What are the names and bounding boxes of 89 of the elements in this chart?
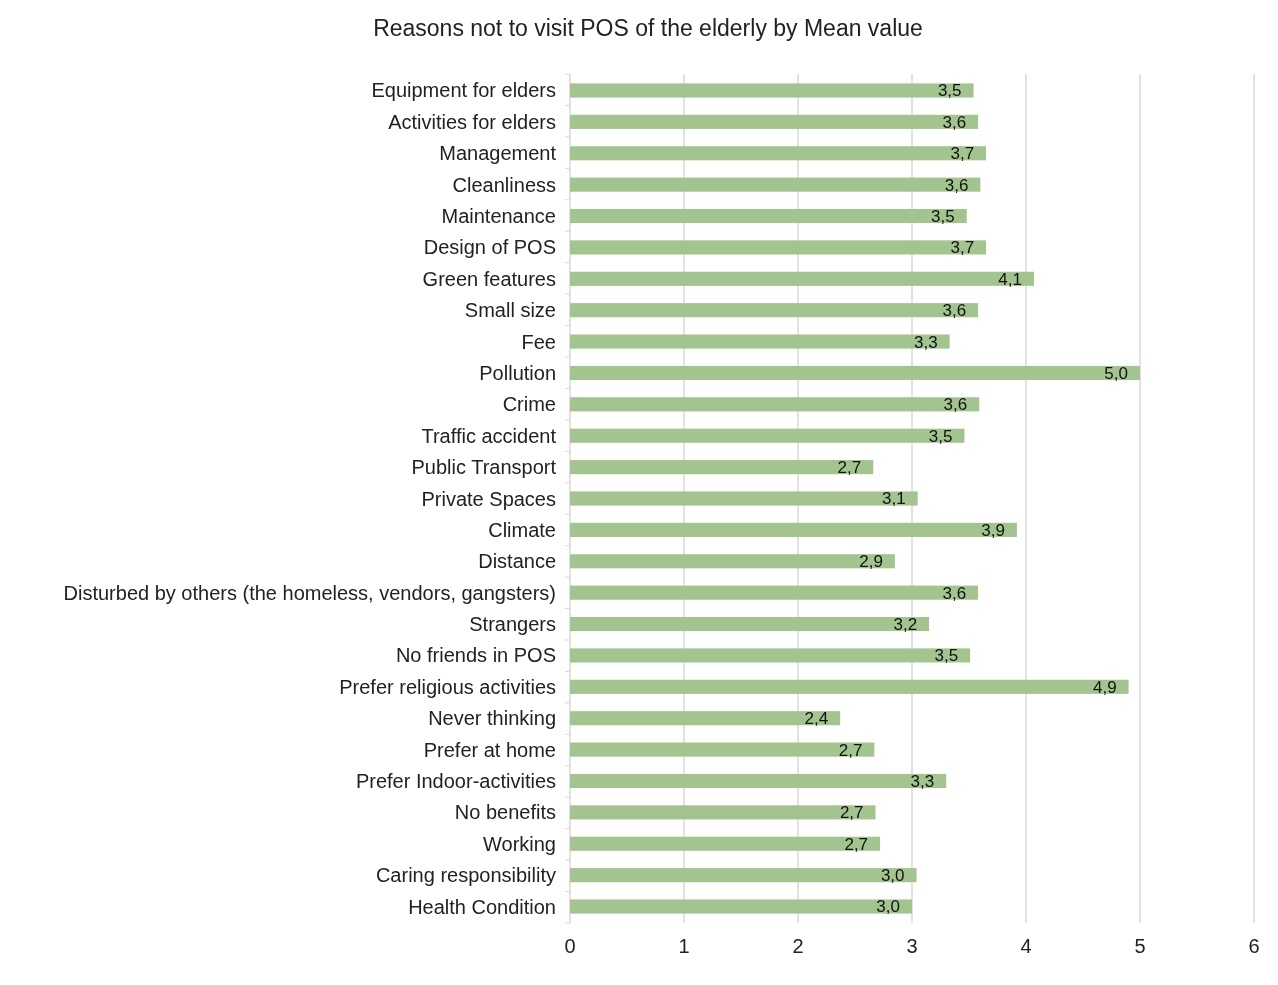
bar xyxy=(570,585,979,600)
y-tick-label: Prefer at home xyxy=(423,738,556,761)
y-tick-label: Fee xyxy=(521,330,556,353)
chart-title: Reasons not to visit POS of the elderly by Mean value xyxy=(373,15,923,41)
bar xyxy=(570,365,1140,381)
y-tick-label: Maintenance xyxy=(441,205,556,228)
y-tick-label: Climate xyxy=(488,518,556,541)
bar xyxy=(570,334,950,349)
y-tick-label: Crime xyxy=(502,393,556,416)
x-tick-label: 4 xyxy=(1020,935,1032,957)
bar xyxy=(570,868,917,883)
bar xyxy=(570,679,1129,694)
bar xyxy=(570,303,979,318)
y-tick-label: Health Condition xyxy=(408,895,556,918)
data-label: 2,7 xyxy=(839,803,864,823)
data-label: 3,5 xyxy=(928,426,953,446)
data-label: 3,6 xyxy=(942,583,967,603)
bar xyxy=(570,271,1034,286)
bar xyxy=(570,711,841,726)
y-tick-label: Never thinking xyxy=(428,707,556,730)
data-label: 2,9 xyxy=(859,552,883,572)
y-tick-label: Design of POS xyxy=(423,236,556,259)
data-label: 3,5 xyxy=(934,646,959,666)
y-tick-label: Equipment for elders xyxy=(371,79,556,102)
y-tick-label: Private Spaces xyxy=(421,487,556,510)
bar xyxy=(570,208,967,224)
bar xyxy=(570,460,874,475)
x-tick-label: 1 xyxy=(678,935,690,957)
x-tick-label: 5 xyxy=(1134,935,1146,957)
bar xyxy=(570,491,918,506)
y-tick-label: Public Transport xyxy=(411,456,557,479)
data-label: 3,6 xyxy=(944,175,969,195)
data-label: 2,4 xyxy=(804,709,829,729)
bar xyxy=(570,397,980,412)
bar xyxy=(570,742,875,757)
data-label: 3,0 xyxy=(876,897,900,917)
bar xyxy=(570,773,947,789)
data-label: 3,1 xyxy=(882,489,906,509)
x-tick-label: 2 xyxy=(792,935,804,957)
bar xyxy=(570,522,1017,537)
data-label: 2,7 xyxy=(837,458,862,478)
y-tick-label: Prefer religious activities xyxy=(339,675,556,698)
data-label: 2,7 xyxy=(838,740,863,760)
x-tick-label: 6 xyxy=(1248,935,1260,957)
data-label: 3,3 xyxy=(913,332,938,352)
data-label: 4,9 xyxy=(1092,677,1117,697)
data-label: 3,2 xyxy=(893,615,918,634)
y-tick-label: Working xyxy=(483,832,556,855)
data-label: 3,7 xyxy=(950,144,975,164)
data-label: 3,6 xyxy=(943,395,968,415)
bar xyxy=(570,554,895,569)
bar xyxy=(570,114,979,129)
y-tick-label: No friends in POS xyxy=(395,644,556,667)
data-label: 5,0 xyxy=(1104,363,1128,383)
y-tick-label: Disturbed by others (the homeless, vendors, gangsters) xyxy=(63,581,556,604)
data-label: 3,9 xyxy=(981,520,1005,540)
data-label: 3,6 xyxy=(942,112,967,132)
bar xyxy=(570,616,930,632)
y-tick-label: Management xyxy=(439,142,557,165)
x-tick-label: 0 xyxy=(564,935,576,957)
y-tick-label: Distance xyxy=(478,550,556,573)
y-tick-label: Small size xyxy=(464,299,556,322)
bar xyxy=(570,83,974,98)
bar xyxy=(570,240,987,255)
bar xyxy=(570,428,965,443)
y-tick-label: Strangers xyxy=(469,613,556,636)
y-tick-label: Activities for elders xyxy=(388,110,556,133)
y-tick-label: No benefits xyxy=(454,801,556,824)
bar xyxy=(570,836,881,851)
data-label: 2,7 xyxy=(844,834,869,854)
bar xyxy=(570,146,987,161)
data-label: 3,5 xyxy=(937,81,962,101)
data-label: 4,1 xyxy=(998,269,1022,289)
data-label: 3,5 xyxy=(931,206,955,226)
bar xyxy=(570,805,876,820)
y-tick-label: Prefer Indoor-activities xyxy=(355,769,556,792)
data-label: 3,7 xyxy=(950,238,975,258)
y-tick-label: Caring responsibility xyxy=(375,864,556,887)
data-label: 3,3 xyxy=(910,771,935,791)
y-tick-label: Green features xyxy=(422,267,556,290)
y-tick-label: Traffic accident xyxy=(421,424,557,447)
data-label: 3,6 xyxy=(942,301,967,321)
bar xyxy=(570,899,912,914)
bar xyxy=(570,177,981,192)
data-label: 3,0 xyxy=(880,866,905,886)
y-tick-label: Cleanliness xyxy=(452,173,556,196)
bar xyxy=(570,648,971,663)
x-tick-label: 3 xyxy=(906,935,918,957)
y-tick-label: Pollution xyxy=(479,361,556,384)
